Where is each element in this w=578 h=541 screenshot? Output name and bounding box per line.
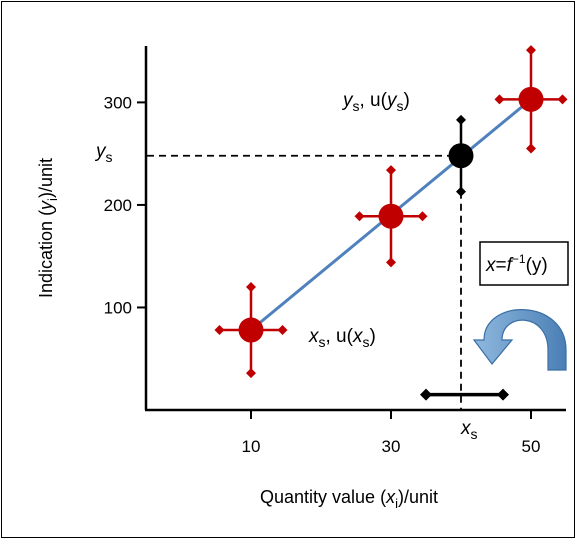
- error-cap: [354, 211, 365, 222]
- y-axis-title: Indication (yi)/unit: [36, 158, 60, 298]
- xs-uncertainty-annotation: xs, u(xs): [308, 326, 376, 350]
- inverse-function-label: x=f−1(y): [485, 252, 548, 276]
- error-cap: [456, 186, 466, 197]
- error-cap: [494, 94, 505, 105]
- ys-uncertainty-annotation: ys, u(ys): [341, 90, 410, 114]
- x-tick-label: 50: [522, 437, 541, 456]
- error-cap: [277, 325, 288, 336]
- ys-axis-label: ys: [94, 141, 113, 165]
- y-tick-label: 200: [104, 196, 132, 215]
- error-cap: [420, 388, 432, 401]
- error-cap: [526, 143, 536, 154]
- y-tick-label: 300: [104, 93, 132, 112]
- x-tick-label: 10: [242, 437, 261, 456]
- xs-axis-label: xs: [460, 418, 478, 442]
- x-tick-label: 30: [382, 437, 401, 456]
- error-cap: [386, 165, 396, 176]
- data-point: [378, 203, 404, 229]
- error-cap: [497, 388, 509, 401]
- x-axis-title: Quantity value (xi)/unit: [260, 487, 438, 511]
- error-cap: [557, 94, 568, 105]
- y-tick-label: 100: [104, 298, 132, 317]
- data-point: [518, 86, 544, 112]
- error-cap: [246, 281, 256, 292]
- data-point: [238, 317, 264, 343]
- curved-arrow-icon: [472, 309, 567, 371]
- error-cap: [214, 325, 225, 336]
- error-cap: [246, 368, 256, 379]
- inverse-function-box: [479, 241, 569, 286]
- error-cap: [526, 45, 536, 56]
- error-cap: [417, 211, 428, 222]
- error-cap: [386, 257, 396, 268]
- measured-point: [448, 143, 474, 169]
- error-cap: [456, 114, 466, 125]
